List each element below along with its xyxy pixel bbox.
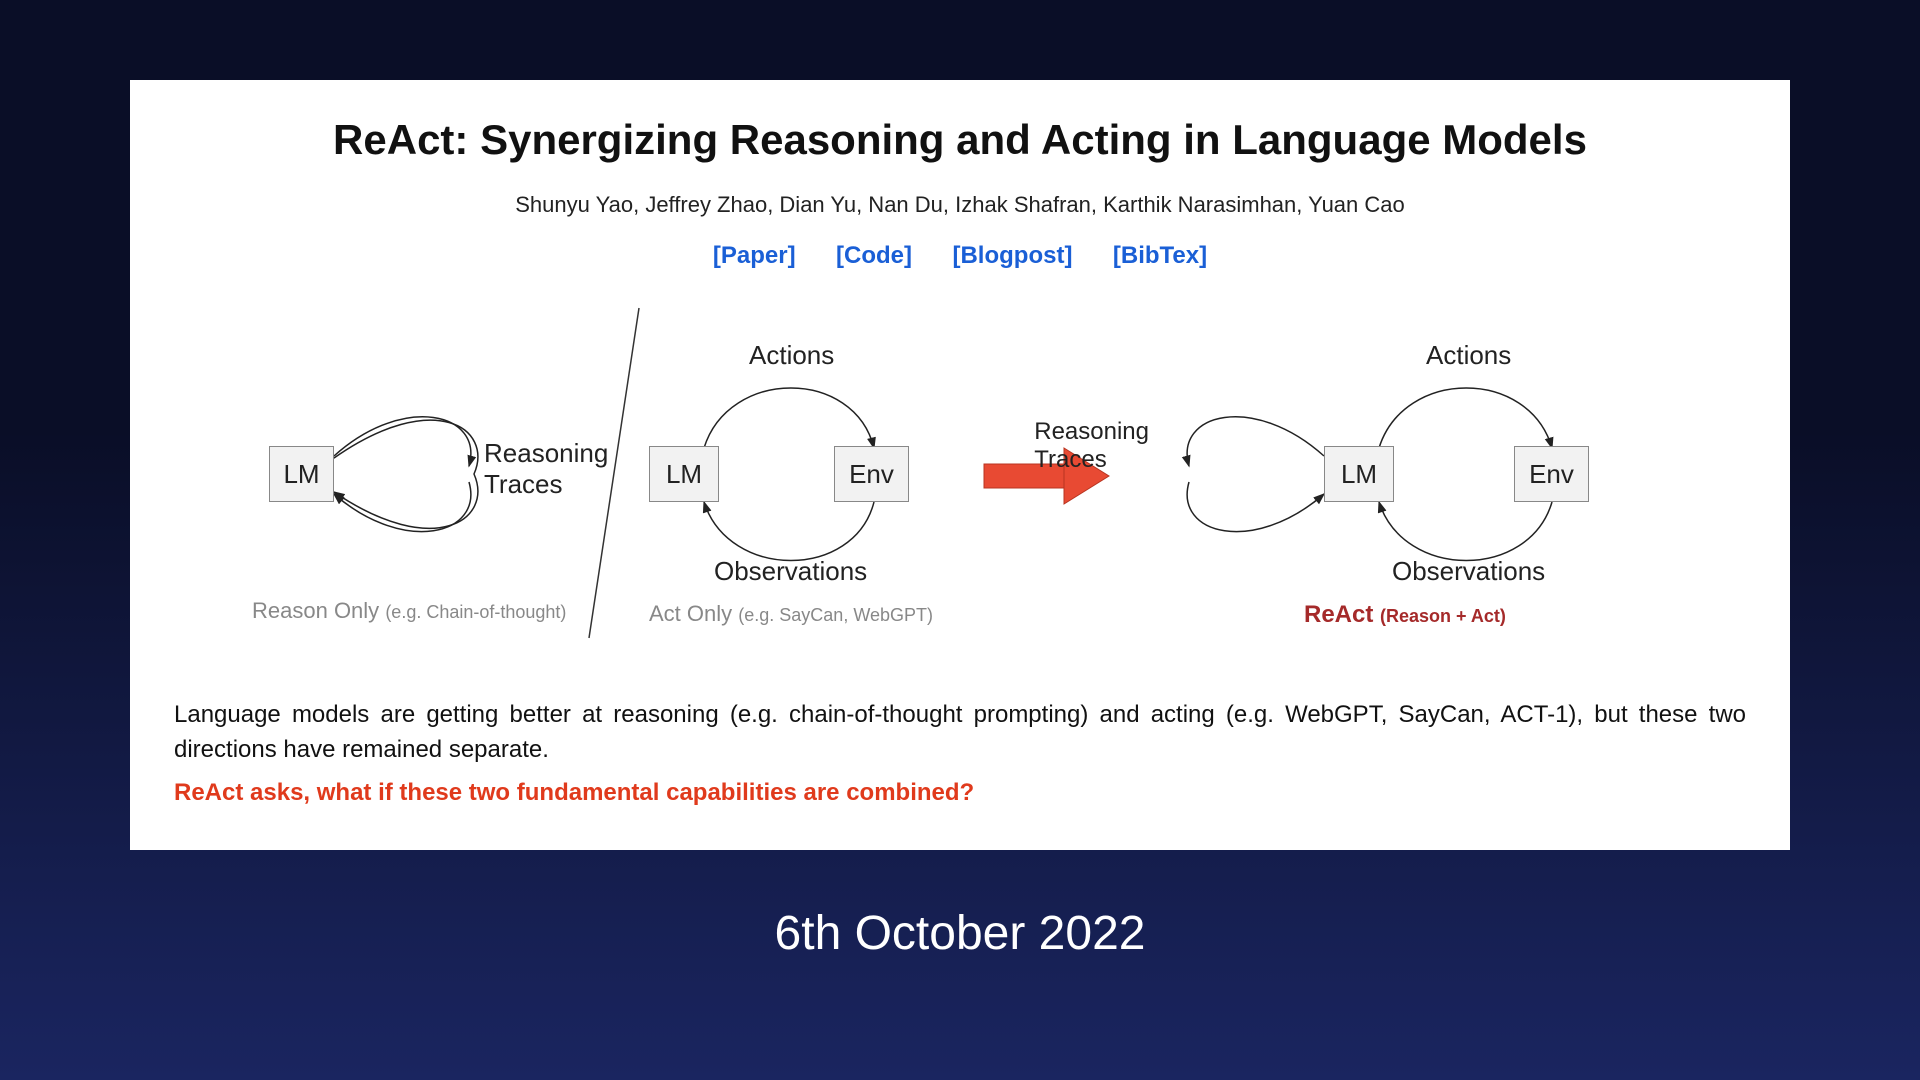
react-caption-main: ReAct	[1304, 601, 1373, 628]
act-only-caption-main: Act Only	[649, 601, 732, 626]
diagram-area: LM Reasoning Traces Reason Only (e.g. Ch…	[174, 298, 1746, 668]
paper-links: [Paper] [Code] [Blogpost] [BibTex]	[174, 242, 1746, 270]
reason-only-caption-main: Reason Only	[252, 598, 379, 623]
body-paragraph: Language models are getting better at re…	[174, 698, 1746, 810]
reasoning-traces-label: Reasoning Traces	[484, 438, 608, 500]
act-only-observations-label: Observations	[714, 556, 867, 587]
paper-title: ReAct: Synergizing Reasoning and Acting …	[174, 116, 1746, 164]
act-only-caption: Act Only (e.g. SayCan, WebGPT)	[649, 601, 933, 627]
react-caption-sub: (Reason + Act)	[1380, 606, 1506, 626]
reason-only-caption: Reason Only (e.g. Chain-of-thought)	[252, 598, 566, 624]
body-para-text: Language models are getting better at re…	[174, 701, 1746, 763]
act-only-env-node: Env	[834, 446, 909, 502]
react-lm-node: LM	[1324, 446, 1394, 502]
link-blogpost[interactable]: [Blogpost]	[952, 242, 1072, 269]
authors-line: Shunyu Yao, Jeffrey Zhao, Dian Yu, Nan D…	[174, 192, 1746, 218]
react-observations-label: Observations	[1392, 556, 1545, 587]
reason-only-caption-eg: (e.g. Chain-of-thought)	[385, 602, 566, 622]
react-actions-label: Actions	[1426, 340, 1511, 371]
link-code[interactable]: [Code]	[836, 242, 912, 269]
body-question-text: ReAct asks, what if these two fundamenta…	[174, 776, 1746, 811]
react-caption: ReAct (Reason + Act)	[1304, 601, 1506, 629]
act-only-caption-eg: (e.g. SayCan, WebGPT)	[738, 605, 933, 625]
react-reasoning-traces-label: Reasoning Traces	[1034, 418, 1149, 474]
act-only-lm-node: LM	[649, 446, 719, 502]
slide-card: ReAct: Synergizing Reasoning and Acting …	[130, 80, 1790, 850]
link-bibtex[interactable]: [BibTex]	[1113, 242, 1207, 269]
reason-only-lm-node: LM	[269, 446, 334, 502]
link-paper[interactable]: [Paper]	[713, 242, 796, 269]
slide-date: 6th October 2022	[775, 906, 1146, 961]
react-env-node: Env	[1514, 446, 1589, 502]
act-only-actions-label: Actions	[749, 340, 834, 371]
